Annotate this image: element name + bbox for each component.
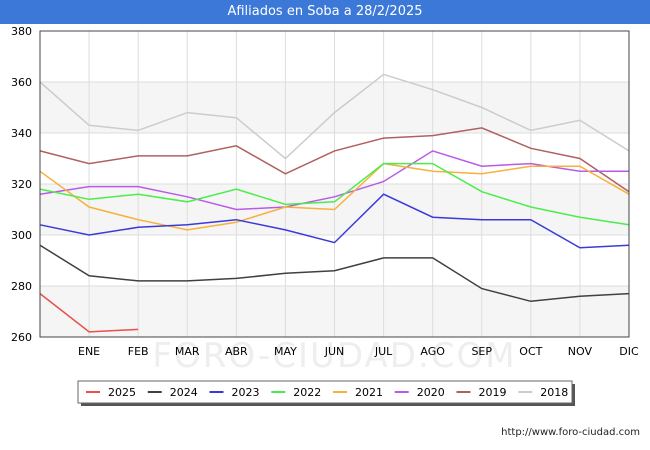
y-tick-label: 280 (11, 280, 32, 293)
y-tick-label: 320 (11, 178, 32, 191)
legend-label-2024: 2024 (170, 386, 198, 399)
series-line-2018 (39, 73, 630, 160)
legend-label-2023: 2023 (232, 386, 260, 399)
series-lines (39, 73, 630, 333)
series-line-2023 (39, 193, 630, 249)
legend-label-2022: 2022 (293, 386, 321, 399)
series-line-2022 (39, 162, 630, 226)
legend-label-2018: 2018 (540, 386, 568, 399)
y-tick-label: 380 (11, 25, 32, 38)
legend: 2025 2024 2023 2022 2021 2020 2019 2018 (77, 380, 575, 406)
legend-label-2019: 2019 (479, 386, 507, 399)
y-axis-labels: 260 280 300 320 340 360 380 (11, 25, 32, 344)
legend-label-2025: 2025 (108, 386, 136, 399)
source-link[interactable]: http://www.foro-ciudad.com (501, 427, 640, 438)
x-tick-label: SEP (471, 345, 492, 358)
line-chart: FORO-CIUDAD.COM 260 280 300 320 340 360 380 EN… (11, 25, 639, 406)
x-tick-label: DIC (619, 345, 639, 358)
series-line-2020 (39, 150, 629, 211)
x-tick-label: NOV (568, 345, 593, 358)
series-line-2025 (39, 293, 139, 333)
x-tick-label: FEB (128, 345, 149, 358)
x-tick-label: JUL (374, 345, 393, 358)
x-tick-label: MAY (274, 345, 297, 358)
series-line-2024 (39, 244, 630, 303)
x-tick-label: OCT (519, 345, 542, 358)
chart-title: Afiliados en Soba a 28/2/2025 (0, 0, 650, 24)
legend-label-2020: 2020 (417, 386, 445, 399)
x-tick-label: MAR (175, 345, 200, 358)
watermark: FORO-CIUDAD.COM (152, 336, 516, 376)
plot-frame (39, 30, 630, 338)
y-tick-label: 300 (11, 229, 32, 242)
series-line-2021 (39, 162, 630, 231)
legend-box (77, 380, 573, 404)
x-tick-label: JUN (324, 345, 345, 358)
series-line-2019 (39, 127, 630, 193)
y-tick-label: 260 (11, 331, 32, 344)
x-axis-labels: ENE FEB MAR ABR MAY JUN JUL AGO SEP OCT NOV DIC (78, 345, 639, 358)
x-tick-label: AGO (420, 345, 445, 358)
y-tick-label: 340 (11, 127, 32, 140)
x-tick-label: ABR (225, 345, 248, 358)
y-tick-label: 360 (11, 76, 32, 89)
legend-label-2021: 2021 (355, 386, 383, 399)
x-tick-label: ENE (78, 345, 100, 358)
